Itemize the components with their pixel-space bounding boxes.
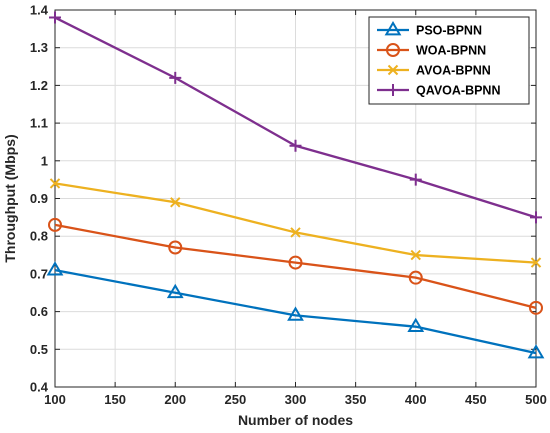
x-tick-label: 500 [525, 392, 547, 407]
data-point-pso-bpnn [46, 261, 64, 276]
data-point-woa-bpnn [529, 300, 543, 315]
y-tick-label: 0.7 [30, 266, 48, 281]
legend-marker-woa-bpnn [386, 43, 400, 57]
x-tick-label: 250 [225, 392, 247, 407]
y-tick-label: 1.1 [30, 116, 48, 131]
data-point-qavoa-bpnn [169, 71, 182, 84]
axis-ticks [54, 9, 537, 388]
data-point-woa-bpnn [408, 270, 423, 285]
y-tick-label: 0.6 [30, 304, 48, 319]
x-tick-label: 100 [44, 392, 66, 407]
data-point-qavoa-bpnn [49, 11, 61, 24]
legend-label-avoa-bpnn: AVOA-BPNN [416, 64, 491, 78]
y-tick-label: 0.5 [30, 342, 48, 357]
y-tick-label: 1.3 [30, 40, 48, 55]
legend-label-qavoa-bpnn: QAVOA-BPNN [416, 84, 501, 98]
series-avoa-bpnn [49, 178, 542, 268]
y-tick-label: 1.4 [30, 3, 49, 18]
legend-marker-qavoa-bpnn [387, 84, 399, 96]
x-tick-label: 150 [104, 392, 126, 407]
data-point-woa-bpnn [288, 255, 303, 270]
legend-label-woa-bpnn: WOA-BPNN [416, 44, 486, 58]
y-tick-label: 0.9 [30, 191, 48, 206]
data-point-pso-bpnn [166, 283, 184, 299]
y-tick-label: 0.8 [30, 229, 48, 244]
data-point-woa-bpnn [48, 217, 62, 232]
series-line-woa-bpnn [54, 223, 537, 309]
y-tick-label: 1 [41, 153, 48, 168]
y-axis-label: Throughput (Mbps) [2, 134, 18, 262]
data-point-avoa-bpnn [410, 249, 421, 261]
legend-marker-avoa-bpnn [387, 64, 399, 76]
series-qavoa-bpnn [49, 11, 542, 224]
data-point-avoa-bpnn [530, 257, 542, 268]
data-point-qavoa-bpnn [530, 211, 542, 224]
data-point-qavoa-bpnn [409, 173, 422, 186]
x-tick-label: 400 [405, 392, 427, 407]
data-point-pso-bpnn [527, 344, 545, 359]
legend-label-pso-bpnn: PSO-BPNN [416, 24, 482, 38]
data-point-woa-bpnn [168, 240, 183, 255]
data-point-avoa-bpnn [170, 197, 181, 208]
x-tick-label: 350 [345, 392, 367, 407]
tick-labels: 100 150 200 250 300 350 400 450 500 0.4 0.5 0.6 0.7 0… [30, 3, 547, 408]
x-axis-label: Number of nodes [238, 412, 353, 428]
y-tick-label: 1.2 [30, 78, 48, 93]
x-tick-label: 450 [465, 392, 487, 407]
series-pso-bpnn [46, 261, 545, 359]
series-line-pso-bpnn [54, 268, 537, 355]
x-tick-label: 300 [285, 392, 307, 407]
data-point-pso-bpnn [407, 317, 425, 333]
series-woa-bpnn [48, 217, 543, 315]
data-point-avoa-bpnn [290, 227, 301, 238]
data-point-pso-bpnn [287, 306, 304, 321]
x-tick-label: 200 [164, 392, 186, 407]
legend-marker-pso-bpnn [384, 21, 402, 36]
y-tick-label: 0.4 [30, 380, 49, 395]
series-layer [46, 11, 545, 359]
data-point-qavoa-bpnn [289, 139, 302, 152]
legend: PSO-BPNN WOA-BPNN AVOA-BPNN QAVOA-BPNN [368, 16, 530, 105]
data-point-avoa-bpnn [49, 178, 61, 189]
